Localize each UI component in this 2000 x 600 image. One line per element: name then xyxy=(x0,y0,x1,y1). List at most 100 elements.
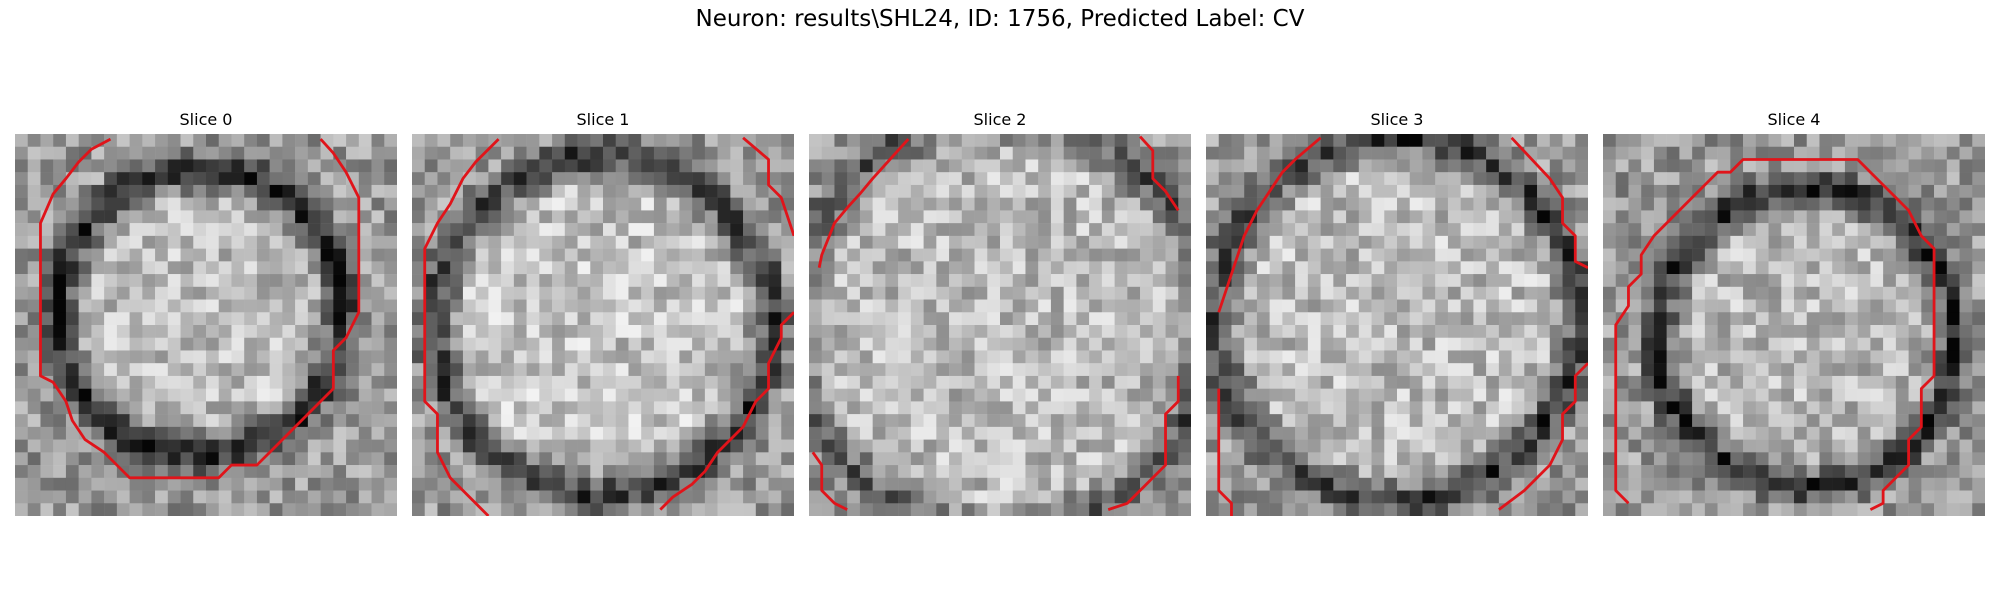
voxel xyxy=(295,401,309,415)
voxel xyxy=(40,452,54,466)
voxel xyxy=(1794,134,1807,147)
voxel xyxy=(590,337,604,351)
voxel xyxy=(1908,261,1922,275)
voxel xyxy=(155,388,169,402)
voxel xyxy=(1946,325,1960,338)
voxel xyxy=(564,337,578,351)
voxel xyxy=(1946,299,1960,313)
voxel xyxy=(256,490,270,504)
voxel xyxy=(1422,439,1436,453)
voxel xyxy=(1460,210,1474,224)
voxel xyxy=(1679,184,1693,198)
voxel xyxy=(1165,235,1179,249)
voxel xyxy=(1206,235,1219,249)
voxel xyxy=(1165,477,1179,491)
voxel xyxy=(1244,159,1258,173)
voxel xyxy=(1409,426,1423,440)
voxel xyxy=(1206,490,1219,504)
voxel xyxy=(1730,223,1744,237)
voxel xyxy=(872,172,886,186)
voxel xyxy=(1692,503,1706,516)
voxel xyxy=(155,452,169,466)
voxel xyxy=(1549,312,1563,326)
voxel xyxy=(653,299,667,313)
voxel xyxy=(488,414,502,428)
voxel xyxy=(653,452,667,466)
voxel xyxy=(1524,375,1538,389)
voxel xyxy=(1883,172,1897,186)
voxel xyxy=(513,184,527,198)
voxel xyxy=(987,325,1001,338)
voxel xyxy=(129,261,143,275)
voxel xyxy=(1959,235,1973,249)
voxel xyxy=(1269,337,1283,351)
voxel xyxy=(142,235,156,249)
voxel xyxy=(898,503,912,516)
voxel xyxy=(949,159,963,173)
voxel xyxy=(1447,172,1461,186)
voxel xyxy=(1012,490,1026,504)
voxel xyxy=(1089,452,1103,466)
voxel xyxy=(1101,223,1115,237)
voxel xyxy=(462,248,476,262)
voxel xyxy=(577,146,591,160)
voxel xyxy=(1409,299,1423,313)
voxel xyxy=(1397,350,1410,364)
voxel xyxy=(923,261,937,275)
voxel xyxy=(1473,375,1487,389)
voxel xyxy=(231,261,245,275)
voxel xyxy=(333,235,347,249)
voxel xyxy=(1883,452,1897,466)
voxel xyxy=(371,426,385,440)
voxel xyxy=(333,248,347,262)
voxel xyxy=(155,159,169,173)
voxel xyxy=(1934,426,1948,440)
voxel xyxy=(1486,363,1500,377)
voxel xyxy=(679,414,693,428)
voxel xyxy=(65,452,79,466)
voxel xyxy=(193,159,207,173)
voxel xyxy=(641,197,655,211)
voxel xyxy=(526,490,540,504)
voxel xyxy=(603,350,616,364)
voxel xyxy=(1038,452,1052,466)
voxel xyxy=(1422,363,1436,377)
voxel xyxy=(1603,261,1616,275)
voxel xyxy=(180,388,194,402)
voxel xyxy=(717,197,731,211)
voxel xyxy=(1704,274,1718,288)
voxel xyxy=(821,337,835,351)
voxel xyxy=(155,363,169,377)
voxel xyxy=(78,325,92,338)
voxel xyxy=(40,388,54,402)
voxel xyxy=(1641,375,1655,389)
voxel xyxy=(1295,426,1309,440)
voxel xyxy=(1178,299,1191,313)
voxel xyxy=(1114,134,1128,147)
voxel xyxy=(1333,146,1347,160)
voxel xyxy=(1089,401,1103,415)
voxel xyxy=(577,134,591,147)
voxel xyxy=(231,210,245,224)
contour-line xyxy=(659,311,794,511)
voxel xyxy=(501,414,515,428)
voxel xyxy=(1641,274,1655,288)
voxel xyxy=(1178,261,1191,275)
voxel xyxy=(1537,350,1551,364)
voxel xyxy=(1921,299,1935,313)
voxel xyxy=(1895,248,1909,262)
voxel xyxy=(1460,134,1474,147)
voxel xyxy=(743,426,757,440)
voxel xyxy=(641,490,655,504)
voxel xyxy=(809,248,822,262)
voxel xyxy=(1562,146,1576,160)
voxel xyxy=(116,197,130,211)
voxel xyxy=(1857,172,1871,186)
voxel xyxy=(78,452,92,466)
voxel xyxy=(1628,184,1642,198)
voxel xyxy=(333,286,347,300)
voxel xyxy=(1384,299,1398,313)
voxel xyxy=(1781,223,1795,237)
voxel xyxy=(244,248,258,262)
voxel xyxy=(1641,414,1655,428)
